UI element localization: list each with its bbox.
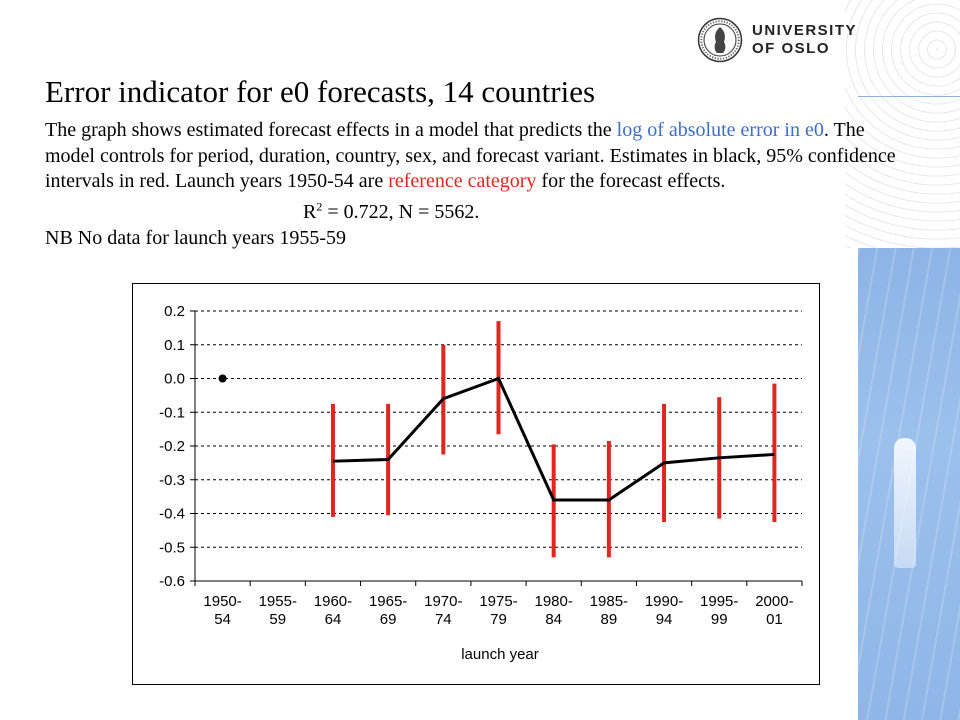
- y-tick-label: -0.6: [159, 573, 185, 590]
- x-tick-label: 2000-01: [755, 593, 793, 628]
- reference-point: [218, 374, 227, 383]
- highlighted-term: log of absolute error in e0: [616, 119, 824, 141]
- y-tick-label: 0.0: [164, 371, 185, 388]
- description-text: for the forecast effects.: [536, 170, 726, 192]
- logo-line-1: UNIVERSITY: [752, 22, 858, 39]
- page-title: Error indicator for e0 forecasts, 14 cou…: [45, 74, 596, 109]
- chart-description: The graph shows estimated forecast effec…: [45, 118, 905, 251]
- x-tick-label: 1970-74: [424, 593, 462, 628]
- chart-frame: 0.2 0.1 0.0 -0.1 -0.2 -0.3 -0.4 -0.5 -0.6 1950-54…: [132, 283, 820, 685]
- y-tick-label: -0.1: [159, 404, 185, 421]
- x-axis-label: launch year: [461, 646, 539, 663]
- y-tick-label: -0.4: [159, 506, 185, 523]
- divider-line: [858, 96, 960, 97]
- y-tick-label: 0.2: [164, 303, 185, 320]
- x-tick-label: 1960-64: [314, 593, 352, 628]
- x-tick-label: 1950-54: [203, 593, 241, 628]
- x-tick-label: 1980-84: [534, 593, 572, 628]
- error-indicator-chart: 0.2 0.1 0.0 -0.1 -0.2 -0.3 -0.4 -0.5 -0.6 1950-54…: [159, 303, 803, 663]
- x-tick-label: 1965-69: [369, 593, 407, 628]
- logo-wordmark: UNIVERSITY OF OSLO: [752, 22, 857, 58]
- background-sketch: [845, 0, 960, 248]
- y-tick-label: 0.1: [164, 337, 185, 354]
- model-stats: R2 = 0.722, N = 5562.: [303, 199, 480, 224]
- data-note: NB No data for launch years 1955-59: [45, 226, 347, 249]
- university-logo: UNIVERSITY OF OSLO: [697, 17, 857, 63]
- x-tick-label: 1995-99: [700, 593, 738, 628]
- y-tick-label: -0.2: [159, 438, 185, 455]
- description-text: The graph shows estimated forecast effec…: [45, 119, 617, 141]
- description-text: . The model controls for period, duratio…: [45, 119, 896, 192]
- y-tick-label: -0.5: [159, 539, 185, 556]
- university-seal-icon: [697, 17, 743, 63]
- highlighted-term: reference category: [388, 170, 537, 192]
- statue-figure: [894, 438, 916, 568]
- x-tick-label: 1985-89: [590, 593, 628, 628]
- y-tick-label: -0.3: [159, 472, 185, 489]
- x-tick-label: 1990-94: [645, 593, 683, 628]
- estimate-line: [332, 376, 775, 502]
- decorative-side-panel: [858, 248, 960, 720]
- logo-line-2: OF OSLO: [752, 40, 830, 57]
- x-tick-label: 1955-59: [259, 593, 297, 628]
- x-tick-label: 1975-79: [479, 593, 517, 628]
